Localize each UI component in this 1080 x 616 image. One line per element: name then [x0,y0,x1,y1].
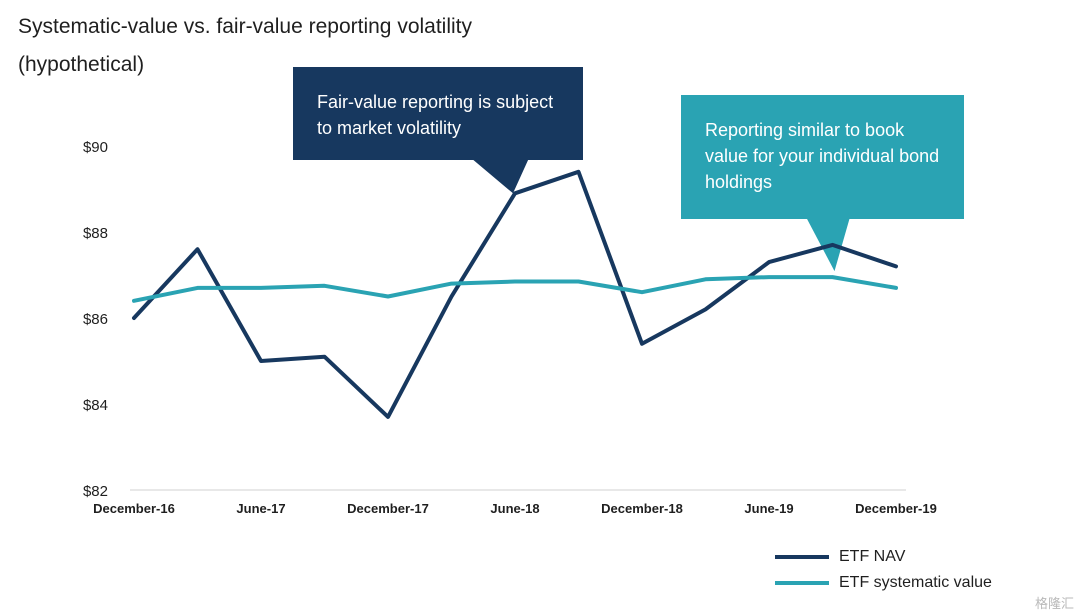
x-tick-label: June-19 [744,501,793,516]
chart-title: Systematic-value vs. fair-value reportin… [18,15,473,38]
x-tick-label: December-17 [347,501,429,516]
x-tick-label: December-18 [601,501,683,516]
y-tick-label: $86 [83,311,108,328]
y-tick-label: $82 [83,483,108,500]
y-tick-label: $88 [83,225,108,242]
chart-subtitle: (hypothetical) [18,53,145,76]
callout-fair-value: Fair-value reporting is subject to marke… [293,67,583,160]
callout-fair-value-text: Fair-value reporting is subject to marke… [317,92,554,138]
legend-item-etf-nav: ETF NAV [775,544,992,570]
legend-item-etf-systematic-value: ETF systematic value [775,570,992,596]
callout-systematic-value: Reporting similar to book value for your… [681,95,964,219]
x-tick-label: June-17 [236,501,285,516]
x-tick-label: December-16 [93,501,175,516]
callout-systematic-value-text: Reporting similar to book value for your… [705,120,940,192]
series-line-etf-systematic-value [132,275,898,303]
x-tick-label: December-19 [855,501,937,516]
chart-legend: ETF NAV ETF systematic value [775,544,992,596]
legend-label-etf-nav: ETF NAV [839,548,906,565]
chart-title-block: Systematic-value vs. fair-value reportin… [18,8,472,84]
legend-swatch-etf-systematic-value [775,581,829,585]
callout-fair-value-pointer [471,158,529,194]
x-tick-label: June-18 [490,501,539,516]
legend-label-etf-systematic-value: ETF systematic value [839,574,992,591]
y-tick-label: $84 [83,397,108,414]
series-line-etf-nav [132,169,898,419]
watermark-logo: 格隆汇 [1034,596,1074,611]
y-tick-label: $90 [83,139,108,156]
legend-swatch-etf-nav [775,555,829,559]
